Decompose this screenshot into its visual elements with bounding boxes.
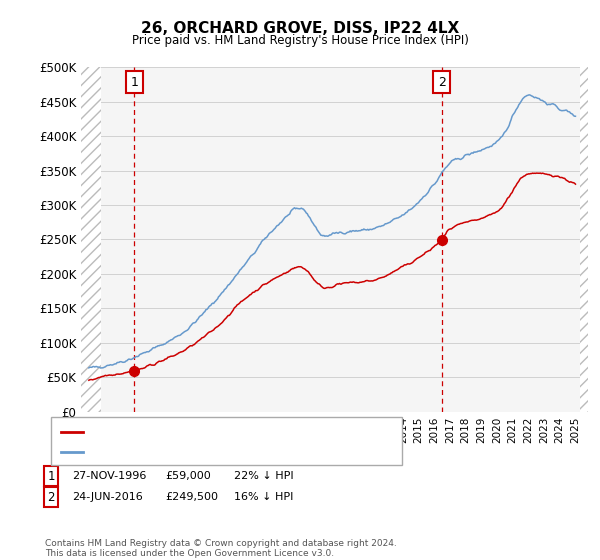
Text: £249,500: £249,500 bbox=[165, 492, 218, 502]
Text: 1: 1 bbox=[47, 469, 55, 483]
Text: 1: 1 bbox=[130, 76, 139, 89]
Bar bbox=[81, 67, 101, 412]
Text: Contains HM Land Registry data © Crown copyright and database right 2024.
This d: Contains HM Land Registry data © Crown c… bbox=[45, 539, 397, 558]
Text: 16% ↓ HPI: 16% ↓ HPI bbox=[234, 492, 293, 502]
Text: 2: 2 bbox=[438, 76, 446, 89]
Text: 2: 2 bbox=[47, 491, 55, 504]
Text: 26, ORCHARD GROVE, DISS, IP22 4LX (detached house): 26, ORCHARD GROVE, DISS, IP22 4LX (detac… bbox=[85, 427, 375, 437]
Text: HPI: Average price, detached house, South Norfolk: HPI: Average price, detached house, Sout… bbox=[85, 446, 349, 456]
Text: £59,000: £59,000 bbox=[165, 471, 211, 481]
Text: 26, ORCHARD GROVE, DISS, IP22 4LX: 26, ORCHARD GROVE, DISS, IP22 4LX bbox=[141, 21, 459, 36]
Text: Price paid vs. HM Land Registry's House Price Index (HPI): Price paid vs. HM Land Registry's House … bbox=[131, 34, 469, 46]
Text: 22% ↓ HPI: 22% ↓ HPI bbox=[234, 471, 293, 481]
Text: 27-NOV-1996: 27-NOV-1996 bbox=[72, 471, 146, 481]
Bar bbox=[580, 67, 596, 412]
Text: 24-JUN-2016: 24-JUN-2016 bbox=[72, 492, 143, 502]
